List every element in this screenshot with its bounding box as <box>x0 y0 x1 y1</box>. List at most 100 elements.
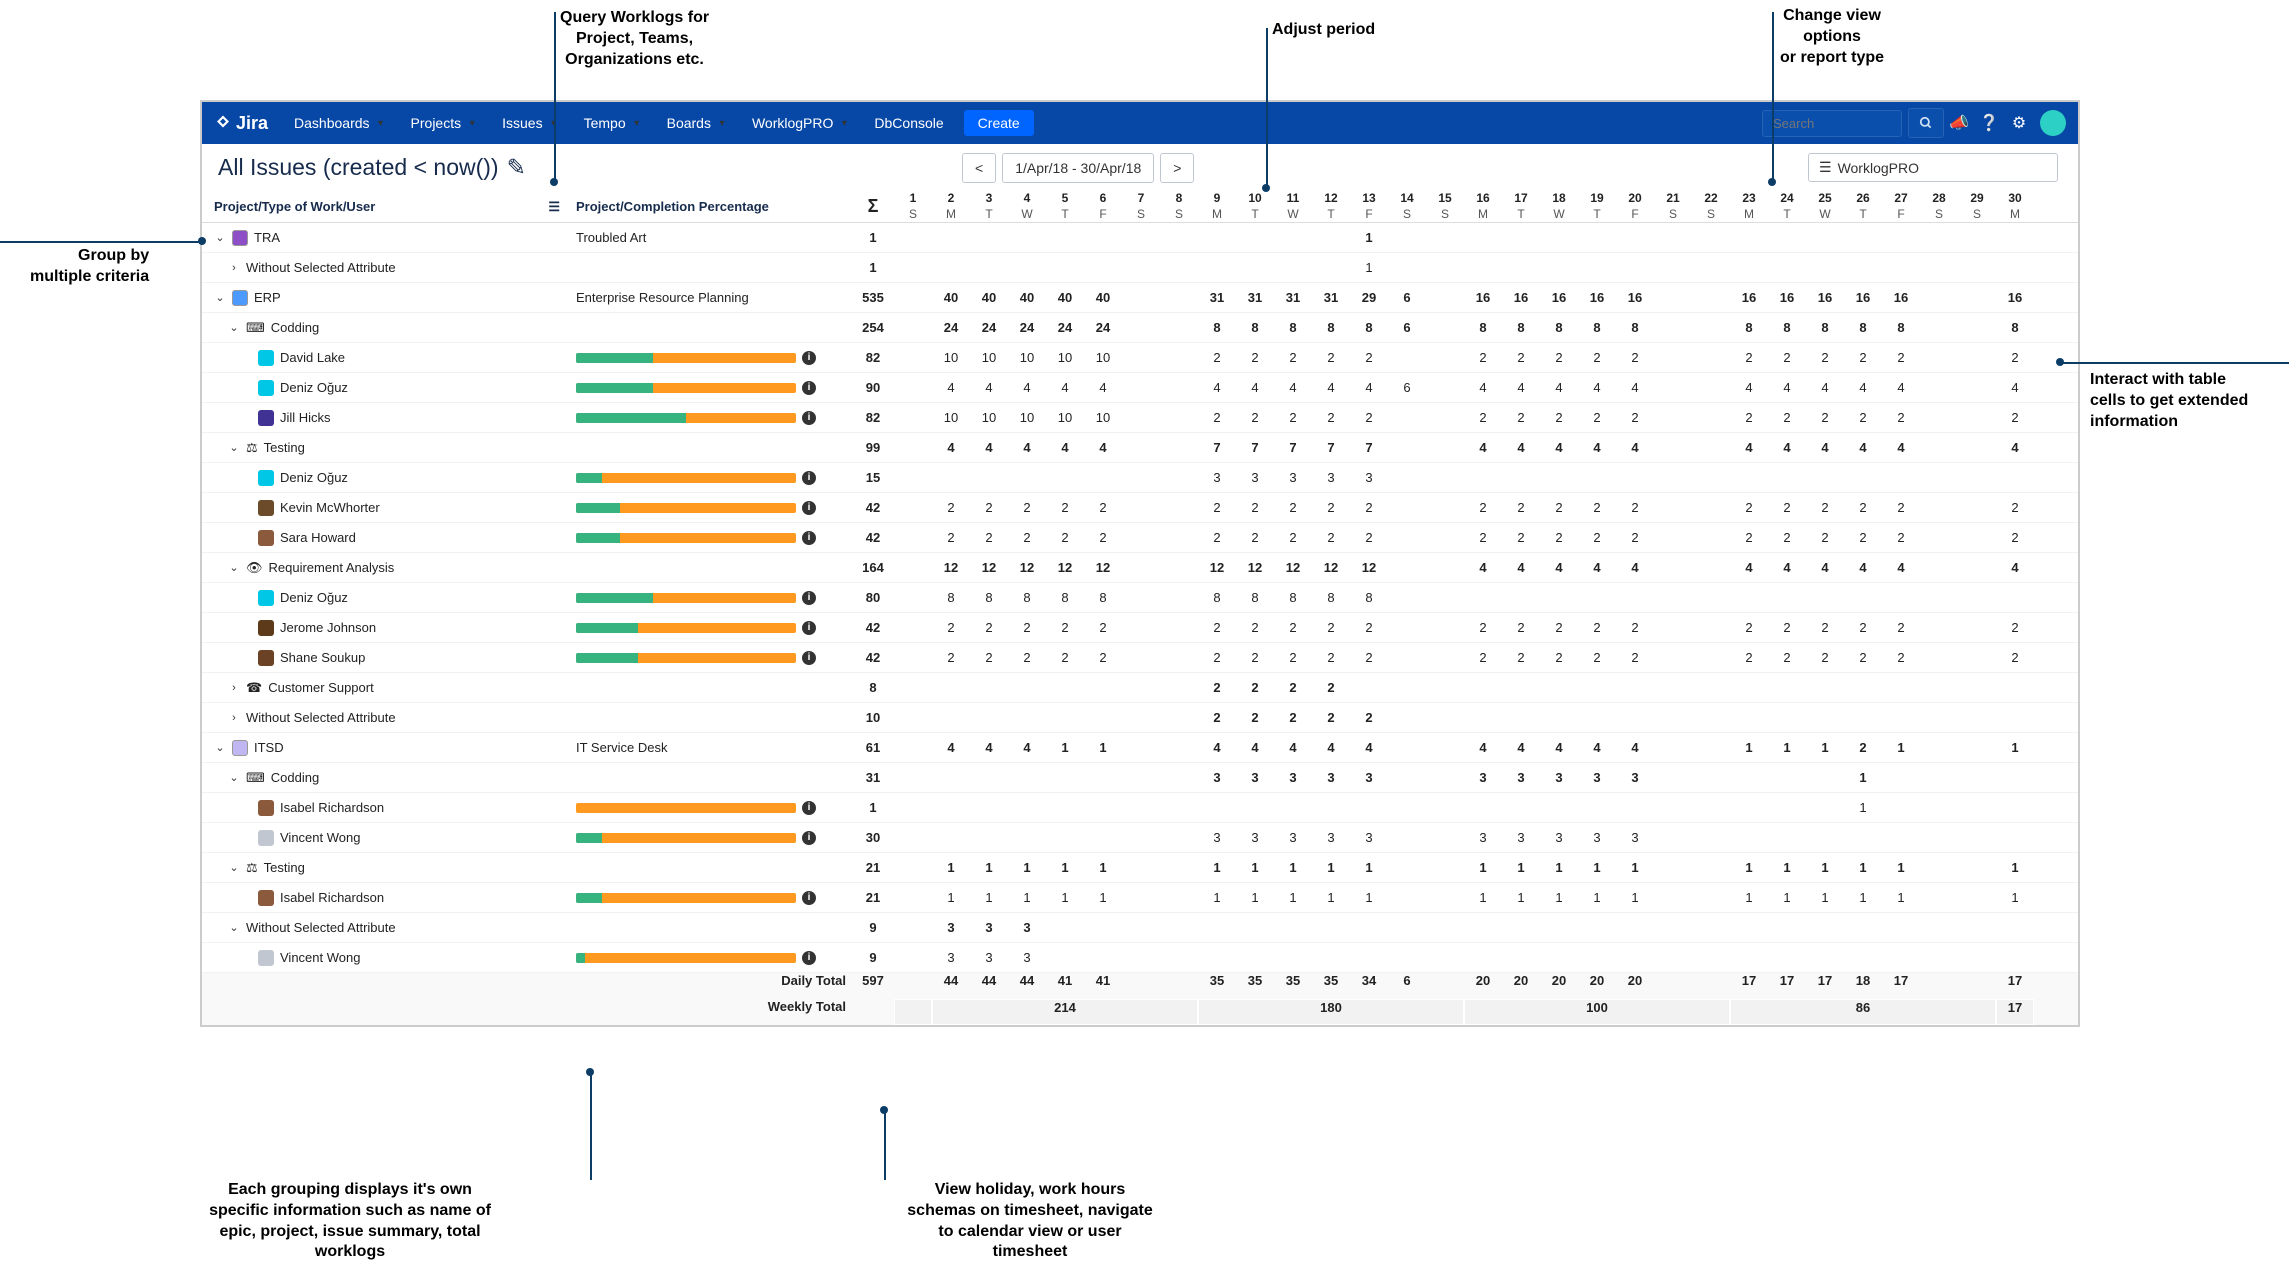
worklog-cell[interactable] <box>1806 230 1844 245</box>
worklog-cell[interactable] <box>1122 620 1160 635</box>
worklog-cell[interactable] <box>1730 590 1768 605</box>
worklog-cell[interactable] <box>1920 500 1958 515</box>
worklog-cell[interactable] <box>1502 590 1540 605</box>
worklog-cell[interactable] <box>1654 410 1692 425</box>
worklog-cell[interactable] <box>1578 470 1616 485</box>
worklog-cell[interactable] <box>1654 590 1692 605</box>
worklog-cell[interactable] <box>894 260 932 275</box>
worklog-cell[interactable]: 2 <box>1502 410 1540 425</box>
worklog-cell[interactable]: 2 <box>1768 350 1806 365</box>
worklog-cell[interactable]: 2 <box>1996 530 2034 545</box>
worklog-cell[interactable]: 4 <box>1350 380 1388 395</box>
worklog-cell[interactable] <box>1578 920 1616 935</box>
worklog-cell[interactable]: 2 <box>1350 350 1388 365</box>
worklog-cell[interactable] <box>1426 320 1464 335</box>
worklog-cell[interactable] <box>1426 230 1464 245</box>
worklog-cell[interactable] <box>1426 830 1464 845</box>
worklog-cell[interactable]: 2 <box>1274 620 1312 635</box>
worklog-cell[interactable] <box>1654 830 1692 845</box>
worklog-cell[interactable]: 4 <box>1578 380 1616 395</box>
worklog-cell[interactable] <box>1312 920 1350 935</box>
worklog-cell[interactable]: 16 <box>1578 290 1616 305</box>
worklog-cell[interactable] <box>1122 290 1160 305</box>
worklog-cell[interactable]: 16 <box>1882 290 1920 305</box>
worklog-cell[interactable]: 8 <box>1806 320 1844 335</box>
worklog-cell[interactable]: 2 <box>1578 410 1616 425</box>
expand-icon[interactable]: › <box>228 712 240 724</box>
expand-icon[interactable]: ⌄ <box>228 861 240 874</box>
worklog-cell[interactable]: 2 <box>1236 530 1274 545</box>
worklog-cell[interactable] <box>1882 470 1920 485</box>
worklog-cell[interactable] <box>894 800 932 815</box>
worklog-cell[interactable] <box>1084 950 1122 965</box>
worklog-cell[interactable] <box>1958 230 1996 245</box>
worklog-cell[interactable] <box>1426 680 1464 695</box>
nav-worklogpro[interactable]: WorklogPRO▾ <box>740 102 862 144</box>
worklog-cell[interactable] <box>1920 290 1958 305</box>
worklog-cell[interactable] <box>1692 710 1730 725</box>
worklog-cell[interactable]: 2 <box>1578 530 1616 545</box>
worklog-cell[interactable] <box>894 350 932 365</box>
worklog-cell[interactable] <box>1388 260 1426 275</box>
worklog-cell[interactable]: 1 <box>970 890 1008 905</box>
worklog-cell[interactable] <box>1122 530 1160 545</box>
worklog-cell[interactable] <box>1768 230 1806 245</box>
worklog-cell[interactable]: 2 <box>1008 530 1046 545</box>
worklog-cell[interactable]: 1 <box>1616 890 1654 905</box>
worklog-cell[interactable]: 1 <box>1464 860 1502 875</box>
worklog-cell[interactable]: 2 <box>1046 500 1084 515</box>
worklog-cell[interactable] <box>1616 920 1654 935</box>
worklog-cell[interactable] <box>1426 290 1464 305</box>
worklog-cell[interactable] <box>1692 620 1730 635</box>
worklog-cell[interactable] <box>1958 500 1996 515</box>
worklog-cell[interactable]: 1 <box>1578 860 1616 875</box>
worklog-cell[interactable]: 3 <box>1008 950 1046 965</box>
worklog-cell[interactable] <box>1996 470 2034 485</box>
worklog-cell[interactable]: 2 <box>932 500 970 515</box>
worklog-cell[interactable]: 12 <box>1350 560 1388 575</box>
worklog-cell[interactable]: 2 <box>1198 350 1236 365</box>
worklog-cell[interactable]: 1 <box>1502 860 1540 875</box>
worklog-cell[interactable]: 10 <box>1046 410 1084 425</box>
worklog-cell[interactable] <box>894 380 932 395</box>
worklog-cell[interactable] <box>1122 950 1160 965</box>
worklog-row[interactable]: Vincent Wongi303333333333 <box>202 823 2078 853</box>
worklog-cell[interactable]: 2 <box>1882 500 1920 515</box>
worklog-cell[interactable] <box>1768 950 1806 965</box>
worklog-cell[interactable]: 8 <box>1540 320 1578 335</box>
worklog-cell[interactable]: 2 <box>1882 410 1920 425</box>
worklog-cell[interactable]: 8 <box>1616 320 1654 335</box>
worklog-row[interactable]: ⌄⚖Testing21111111111111111111111 <box>202 853 2078 883</box>
worklog-cell[interactable] <box>1692 410 1730 425</box>
worklog-cell[interactable] <box>1920 260 1958 275</box>
worklog-cell[interactable]: 1 <box>1540 890 1578 905</box>
worklog-cell[interactable] <box>1540 260 1578 275</box>
worklog-cell[interactable]: 1 <box>1236 860 1274 875</box>
worklog-cell[interactable]: 2 <box>1578 650 1616 665</box>
worklog-cell[interactable]: 3 <box>1464 770 1502 785</box>
info-icon[interactable]: i <box>802 831 816 845</box>
expand-icon[interactable]: › <box>228 682 240 694</box>
worklog-cell[interactable] <box>1768 920 1806 935</box>
worklog-cell[interactable]: 2 <box>1502 350 1540 365</box>
worklog-cell[interactable] <box>932 710 970 725</box>
worklog-cell[interactable] <box>1388 890 1426 905</box>
worklog-cell[interactable]: 10 <box>1084 410 1122 425</box>
worklog-cell[interactable]: 2 <box>1236 500 1274 515</box>
worklog-cell[interactable]: 12 <box>1084 560 1122 575</box>
worklog-cell[interactable] <box>1388 410 1426 425</box>
worklog-cell[interactable] <box>1996 260 2034 275</box>
worklog-cell[interactable]: 6 <box>1388 290 1426 305</box>
worklog-cell[interactable] <box>1426 380 1464 395</box>
worklog-cell[interactable] <box>1920 650 1958 665</box>
worklog-cell[interactable] <box>1806 800 1844 815</box>
worklog-cell[interactable] <box>1160 650 1198 665</box>
worklog-cell[interactable]: 2 <box>1464 410 1502 425</box>
worklog-cell[interactable] <box>1122 800 1160 815</box>
worklog-cell[interactable]: 2 <box>1312 680 1350 695</box>
worklog-cell[interactable]: 4 <box>1198 740 1236 755</box>
worklog-cell[interactable]: 2 <box>1996 410 2034 425</box>
worklog-cell[interactable] <box>1692 380 1730 395</box>
worklog-cell[interactable]: 2 <box>1996 350 2034 365</box>
worklog-cell[interactable] <box>1160 920 1198 935</box>
